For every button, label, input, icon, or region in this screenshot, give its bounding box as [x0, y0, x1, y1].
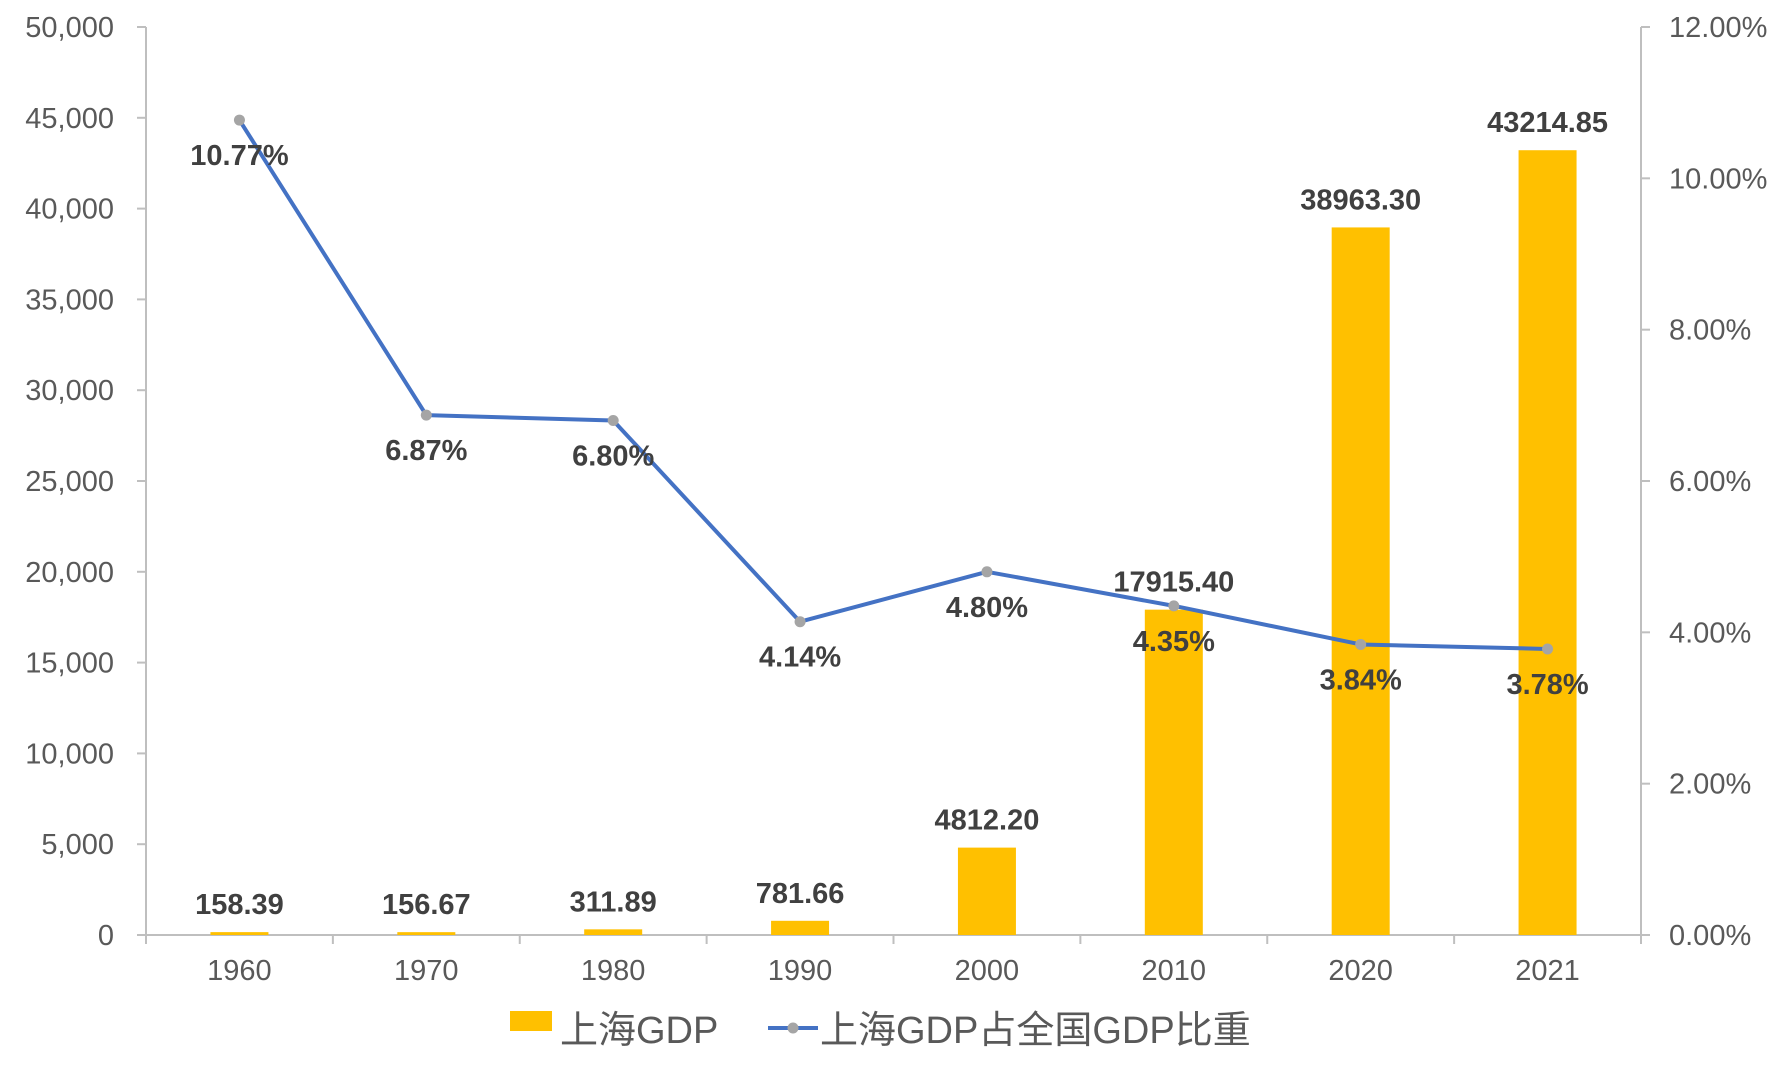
- right-tick-label: 4.00%: [1669, 617, 1751, 649]
- legend: 上海GDP 上海GDP占全国GDP比重: [510, 1010, 1251, 1052]
- x-tick-label: 1970: [394, 955, 459, 987]
- line-point: [1168, 600, 1180, 612]
- x-tick-label: 1980: [581, 955, 646, 987]
- right-tick-label: 0.00%: [1669, 920, 1751, 952]
- line-value-label: 6.80%: [572, 440, 654, 472]
- bar-value-label: 781.66: [756, 878, 845, 910]
- right-tick-label: 10.00%: [1669, 163, 1767, 195]
- legend-bar-label: 上海GDP: [560, 1010, 718, 1052]
- left-axis: 0 5,000 10,000 15,000 20,000 25,000 30,000 35,0…: [25, 12, 147, 952]
- bar-value-label: 38963.30: [1300, 184, 1421, 216]
- line-point: [981, 566, 993, 578]
- bar: [210, 932, 269, 935]
- line-point: [1355, 638, 1367, 650]
- right-tick-label: 12.00%: [1669, 12, 1767, 44]
- bar: [397, 932, 456, 935]
- left-tick-label: 35,000: [25, 284, 114, 316]
- bar-value-label: 4812.20: [935, 805, 1040, 837]
- line-point: [794, 616, 806, 628]
- left-tick-label: 0: [98, 920, 114, 952]
- left-tick-label: 40,000: [25, 194, 114, 226]
- line-point: [607, 414, 619, 426]
- line-point: [1542, 643, 1554, 655]
- left-tick-label: 50,000: [25, 12, 114, 44]
- bar-value-label: 158.39: [195, 889, 284, 921]
- x-tick-label: 1990: [768, 955, 833, 987]
- right-tick-label: 2.00%: [1669, 769, 1751, 801]
- x-tick-label: 1960: [207, 955, 272, 987]
- line-value-label: 4.14%: [759, 642, 841, 674]
- line-path: [237, 118, 1548, 651]
- bar: [957, 847, 1016, 935]
- line-point: [420, 409, 432, 421]
- line-value-label: 6.87%: [385, 435, 467, 467]
- x-tick-label: 2000: [955, 955, 1020, 987]
- bar: [1518, 150, 1577, 935]
- left-tick-label: 25,000: [25, 466, 114, 498]
- x-tick-label: 2010: [1142, 955, 1207, 987]
- bar-labels: 158.39 156.67 311.89 781.66 4812.20 17915.40 3…: [195, 107, 1608, 921]
- bar-value-label: 17915.40: [1113, 567, 1234, 599]
- bar-value-label: 311.89: [570, 886, 657, 918]
- x-axis: 1960 1970 1980 1990 2000 2010 2020 2021: [145, 934, 1642, 987]
- left-tick-label: 10,000: [25, 738, 114, 770]
- line-value-label: 4.80%: [946, 592, 1028, 624]
- bar: [771, 920, 830, 935]
- line-labels: 10.77% 6.87% 6.80% 4.14% 4.80% 4.35% 3.84% 3.78…: [190, 140, 1589, 701]
- bar: [1144, 609, 1203, 935]
- left-tick-label: 20,000: [25, 557, 114, 589]
- line-value-label: 3.78%: [1506, 669, 1588, 701]
- line-value-label: 4.35%: [1133, 626, 1215, 658]
- bar-series: [210, 150, 1577, 936]
- line-point: [233, 114, 245, 126]
- left-tick-label: 30,000: [25, 375, 114, 407]
- line-value-label: 10.77%: [190, 140, 289, 172]
- line-series: [233, 114, 1554, 655]
- right-axis: 0.00% 2.00% 4.00% 6.00% 8.00% 10.00% 12.00%: [1640, 12, 1767, 952]
- legend-line-marker: [787, 1022, 799, 1034]
- right-tick-label: 8.00%: [1669, 315, 1751, 347]
- left-tick-label: 45,000: [25, 103, 114, 135]
- left-tick-label: 15,000: [25, 648, 114, 680]
- bar: [1331, 227, 1390, 936]
- line-value-label: 3.84%: [1320, 664, 1402, 696]
- legend-bar-swatch: [510, 1011, 552, 1031]
- bar-value-label: 156.67: [382, 889, 471, 921]
- x-tick-label: 2021: [1515, 955, 1580, 987]
- bar-value-label: 43214.85: [1487, 107, 1608, 139]
- left-tick-label: 5,000: [41, 829, 114, 861]
- bar: [584, 929, 643, 935]
- right-tick-label: 6.00%: [1669, 466, 1751, 498]
- legend-line-label: 上海GDP占全国GDP比重: [820, 1010, 1251, 1052]
- x-tick-label: 2020: [1328, 955, 1393, 987]
